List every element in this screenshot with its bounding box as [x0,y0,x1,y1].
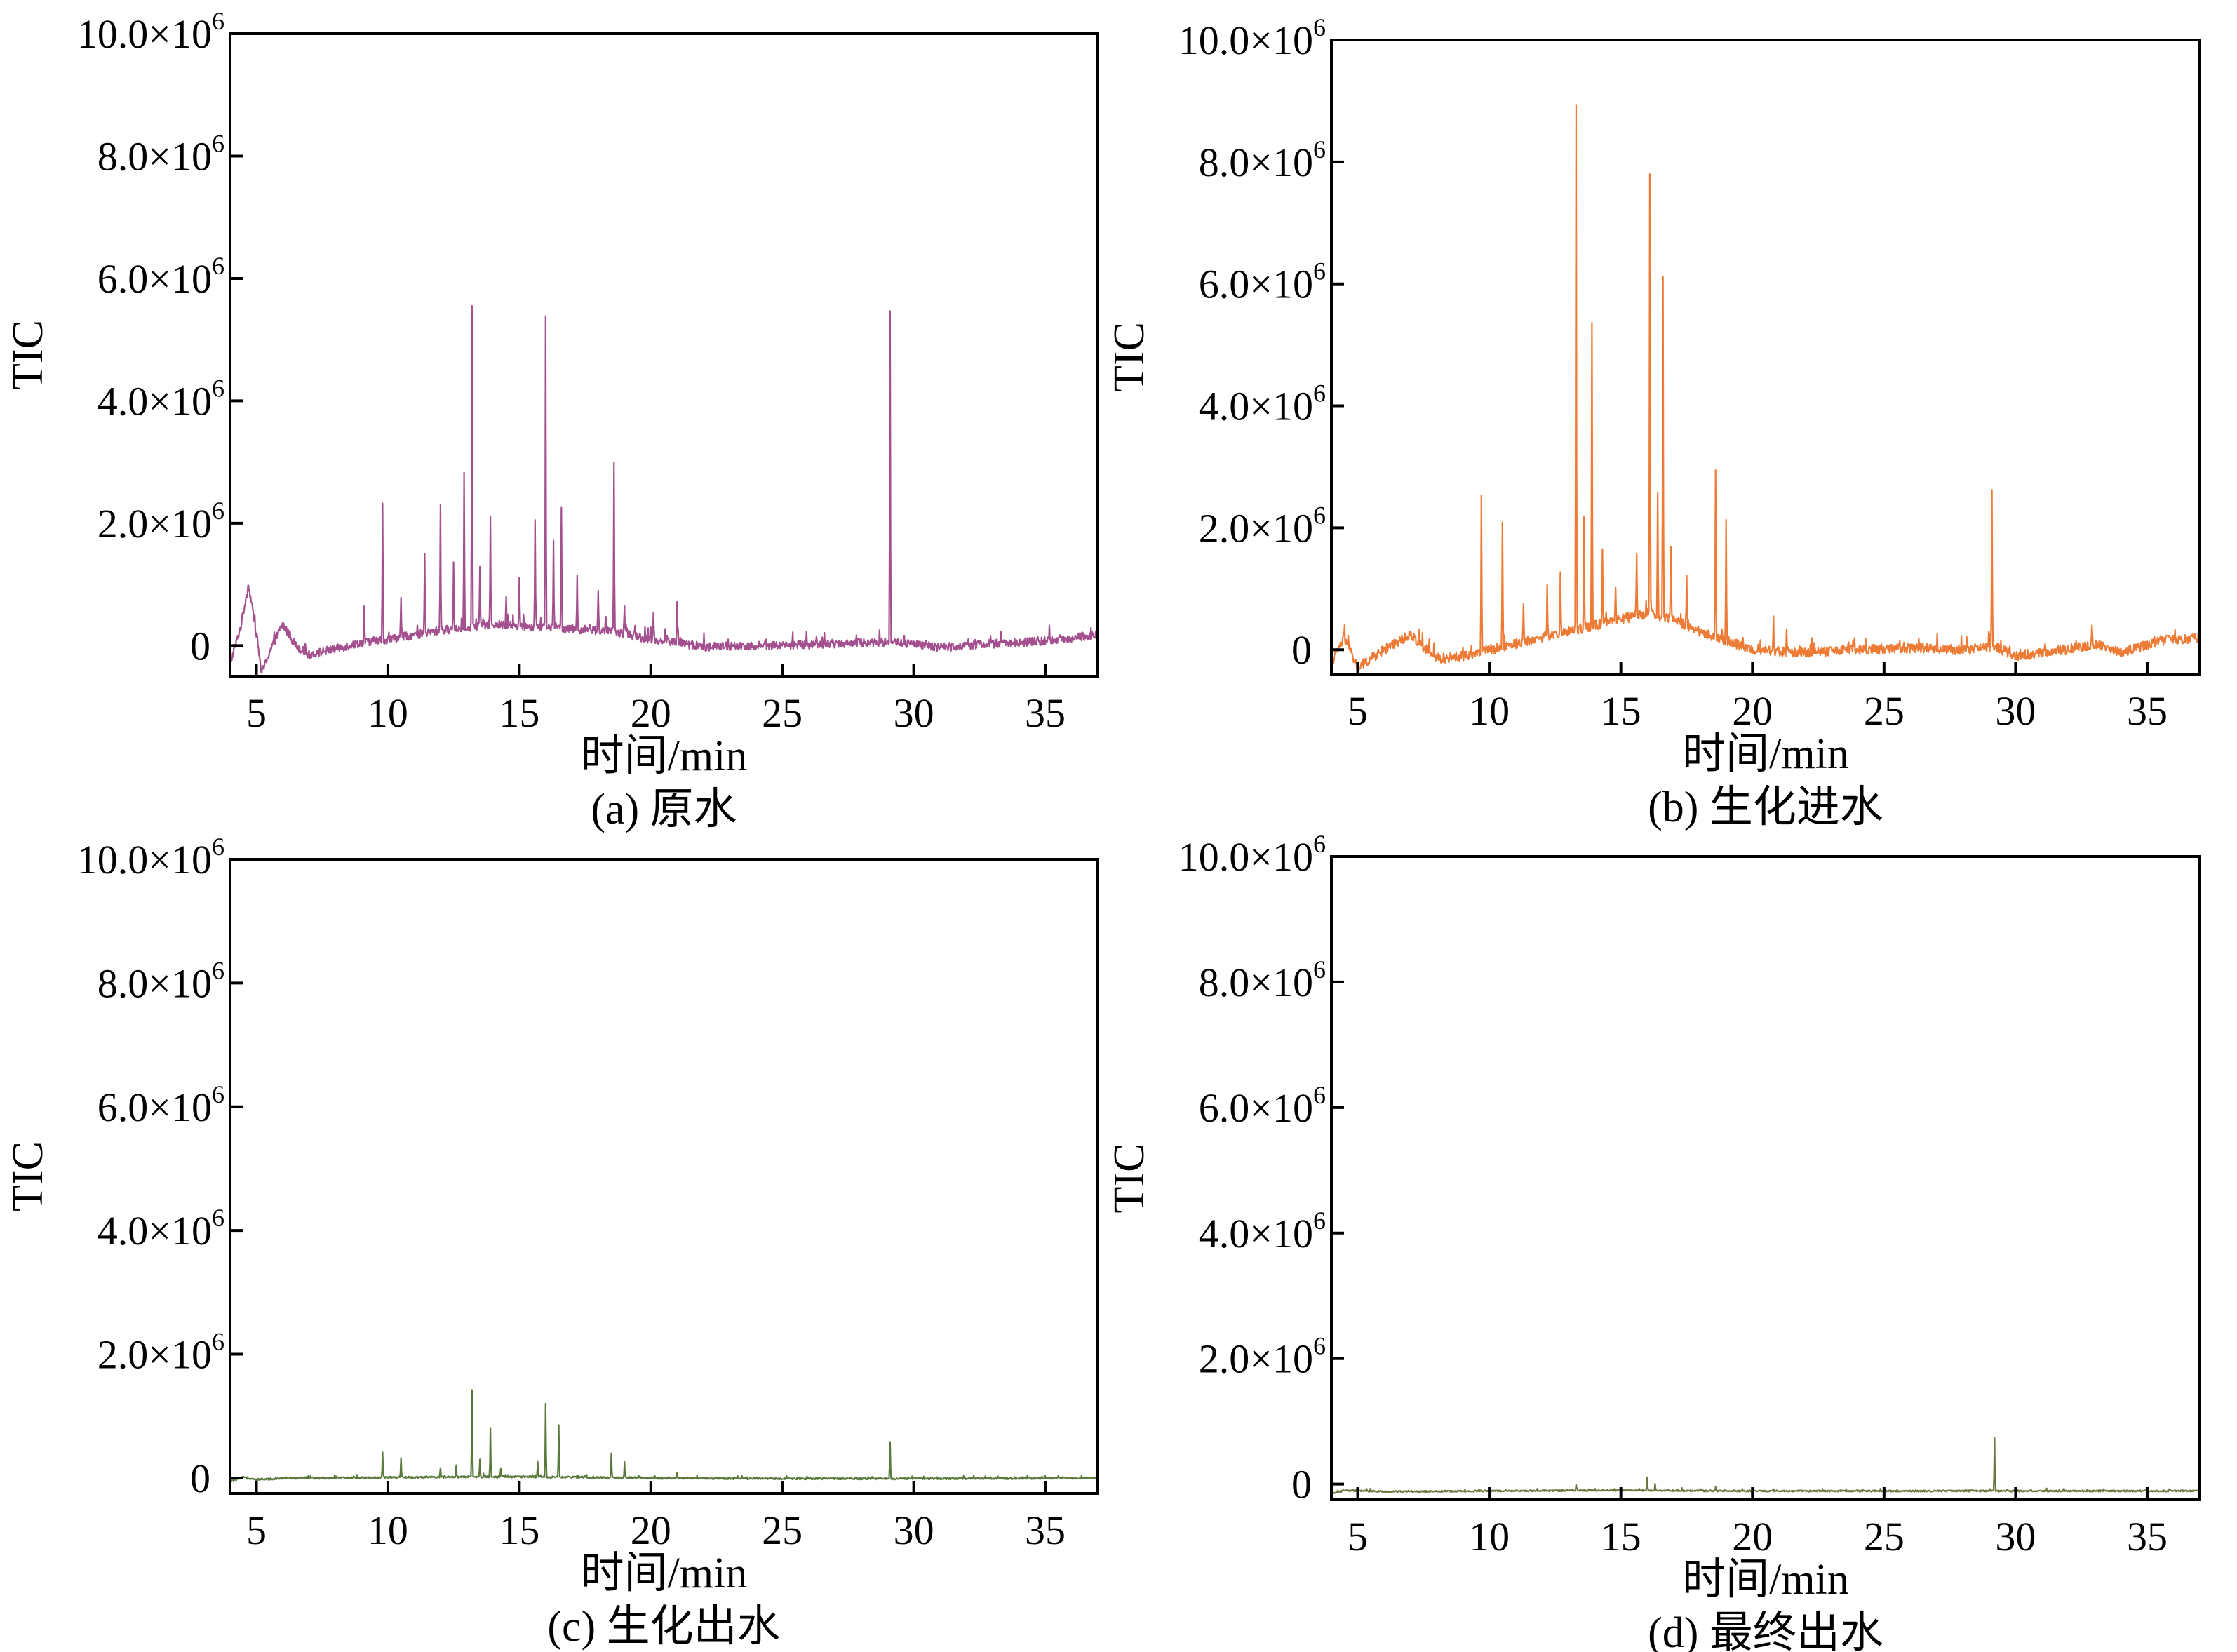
y-tick-label: 2.0×106 [98,1328,224,1378]
tic-series-line [230,305,1098,674]
x-tick-label: 20 [631,1507,671,1553]
x-tick-label: 10 [368,690,408,736]
x-tick-label: 5 [1348,688,1368,734]
x-tick-label: 35 [1025,690,1066,736]
y-tick-label: 0 [1291,1462,1312,1507]
y-tick-label: 10.0×106 [1178,830,1326,880]
x-tick-label: 30 [1995,1514,2036,1559]
y-tick-label: 6.0×106 [98,1080,224,1130]
y-tick-label: 6.0×106 [98,252,224,302]
y-tick-label: 8.0×106 [98,956,224,1006]
x-tick-label: 15 [499,690,539,736]
x-tick-label: 10 [1469,688,1510,734]
x-tick-label: 35 [1025,1507,1066,1553]
y-tick-label: 2.0×106 [98,497,224,546]
x-tick-label: 25 [1864,1514,1905,1559]
tic-series-line [230,1389,1098,1483]
y-axis-title: TIC [4,1141,52,1211]
panel-caption: (d) 最终出水 [1648,1609,1883,1652]
y-tick-label: 4.0×106 [98,1204,224,1254]
x-tick-label: 30 [894,690,934,736]
x-axis-title: 时间/min [581,732,748,780]
x-tick-label: 15 [1601,1514,1641,1559]
x-tick-label: 20 [1732,1514,1773,1559]
chart-panel-b: 5 10 15 20 25 30 35 0 2.0×106 4.0×106 6.0×106 8.0×1… [1106,13,2201,831]
y-tick-label: 0 [190,1456,210,1501]
plot-frame [229,858,1099,1495]
x-tick-label: 15 [1601,688,1641,734]
y-tick-label: 0 [190,623,210,669]
x-axis-title: 时间/min [581,1550,748,1597]
y-tick-label: 10.0×106 [1178,13,1326,63]
y-tick-label: 6.0×106 [1199,1081,1326,1131]
panel-caption: (b) 生化进水 [1648,784,1883,831]
x-tick-label: 5 [246,1507,267,1553]
x-tick-label: 20 [1732,688,1773,734]
y-tick-label: 10.0×106 [77,833,224,882]
y-tick-label: 8.0×106 [1199,135,1326,185]
chart-panel-d: 5 10 15 20 25 30 35 0 2.0×106 4.0×106 6.0×106 8.0×1… [1106,830,2201,1652]
x-tick-label: 20 [631,690,671,736]
y-axis-title: TIC [4,320,52,390]
x-tick-label: 25 [762,690,802,736]
x-tick-label: 5 [1348,1514,1368,1559]
x-tick-label: 30 [1995,688,2036,734]
x-tick-label: 10 [368,1507,408,1553]
y-tick-label: 6.0×106 [1199,257,1326,307]
plot-frame [229,32,1099,678]
panel-caption: (c) 生化出水 [547,1603,780,1651]
x-tick-label: 10 [1469,1514,1510,1559]
y-axis-title: TIC [1106,1143,1153,1214]
x-axis-title: 时间/min [1682,1556,1849,1604]
chart-panel-a: 5 10 15 20 25 30 35 0 2.0×106 4.0×106 6.0×106 8.0×1… [4,7,1099,833]
chart-panel-c: 5 10 15 20 25 30 35 0 2.0×106 4.0×106 6.0×106 8.0×1… [4,833,1099,1651]
x-tick-label: 25 [762,1507,802,1553]
x-tick-label: 15 [499,1507,539,1553]
tic-series-line [1331,104,2200,671]
y-tick-label: 8.0×106 [1199,955,1326,1005]
y-tick-label: 4.0×106 [1199,380,1326,429]
tic-series-line [1331,1437,2200,1494]
y-tick-label: 8.0×106 [98,129,224,179]
y-tick-label: 4.0×106 [98,374,224,424]
y-tick-label: 2.0×106 [1199,501,1326,551]
x-tick-label: 30 [894,1507,934,1553]
y-axis-title: TIC [1106,322,1153,392]
y-tick-label: 2.0×106 [1199,1332,1326,1382]
y-tick-label: 0 [1291,627,1312,673]
plot-frame [1330,855,2201,1501]
x-tick-label: 35 [2127,688,2168,734]
plot-frame [1330,39,2201,676]
panel-caption: (a) 原水 [591,786,737,833]
x-tick-label: 35 [2127,1514,2168,1559]
x-tick-label: 25 [1864,688,1905,734]
x-axis-title: 时间/min [1682,730,1849,778]
y-tick-label: 10.0×106 [77,7,224,57]
x-tick-label: 5 [246,690,267,736]
y-tick-label: 4.0×106 [1199,1207,1326,1256]
